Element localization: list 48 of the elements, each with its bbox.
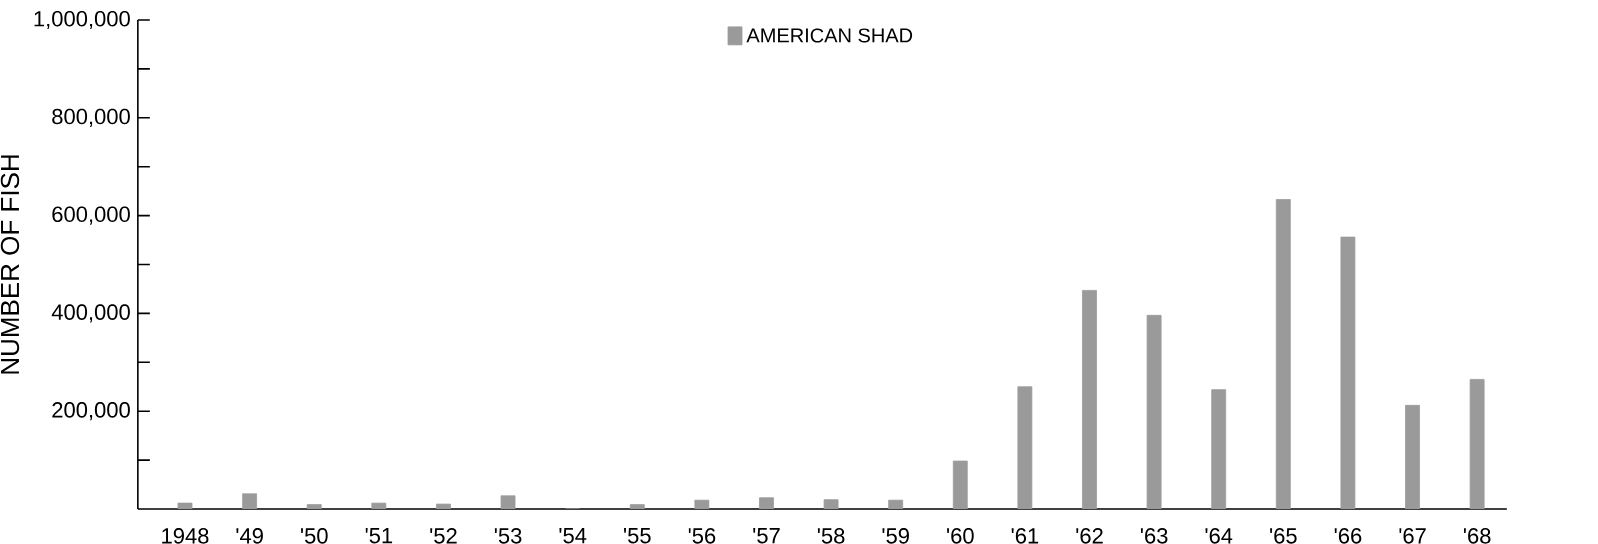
- bar: [1405, 404, 1420, 509]
- bar: [952, 460, 968, 509]
- bar: [694, 499, 710, 509]
- y-tick-label: 200,000: [52, 402, 130, 421]
- y-tick-label: 1,000,000: [34, 10, 130, 30]
- bar: [500, 495, 516, 509]
- x-tick-label: '61: [1011, 528, 1039, 544]
- bar: [1211, 389, 1227, 509]
- x-tick-label: '62: [1076, 528, 1103, 544]
- x-tick-label: '66: [1334, 528, 1362, 544]
- x-tick-label: '67: [1399, 528, 1426, 544]
- bar: [306, 504, 322, 509]
- x-tick-label: '57: [753, 528, 780, 544]
- x-tick-label: 1948: [162, 528, 209, 544]
- x-tick-label: '68: [1463, 528, 1491, 544]
- bar: [1146, 314, 1162, 509]
- x-tick-label: '53: [494, 528, 522, 544]
- x-tick-label: '51: [365, 528, 393, 544]
- y-tick-label: 400,000: [51, 304, 130, 323]
- bar: [436, 503, 451, 509]
- bar: [1469, 379, 1485, 509]
- x-tick-label: '64: [1205, 528, 1233, 544]
- x-tick-label: '60: [947, 528, 974, 544]
- x-tick-label: '63: [1140, 528, 1168, 544]
- x-tick-label: '52: [430, 528, 457, 544]
- x-tick-label: '58: [817, 528, 845, 544]
- x-tick-label: '56: [688, 528, 716, 544]
- legend-label: AMERICAN SHAD: [746, 28, 913, 43]
- x-tick-label: '65: [1270, 528, 1297, 544]
- bar: [629, 504, 645, 509]
- bar: [759, 497, 774, 509]
- bar: [888, 499, 904, 509]
- bar: [242, 493, 258, 509]
- bar: [371, 502, 387, 509]
- bar: [1017, 386, 1033, 509]
- y-tick-label: 600,000: [52, 206, 130, 225]
- bar: [1275, 199, 1291, 509]
- x-tick-label: '55: [624, 528, 651, 544]
- y-tick-label: 800,000: [52, 108, 130, 127]
- bar: [1082, 290, 1097, 509]
- x-tick-label: '49: [236, 528, 263, 544]
- x-tick-label: '54: [559, 528, 587, 544]
- x-tick-label: '59: [882, 528, 909, 544]
- bar: [823, 499, 839, 509]
- bar: [177, 502, 193, 509]
- y-axis-title: NUMBER OF FISH: [0, 155, 20, 374]
- x-tick-label: '50: [301, 528, 328, 544]
- bar: [1340, 236, 1356, 509]
